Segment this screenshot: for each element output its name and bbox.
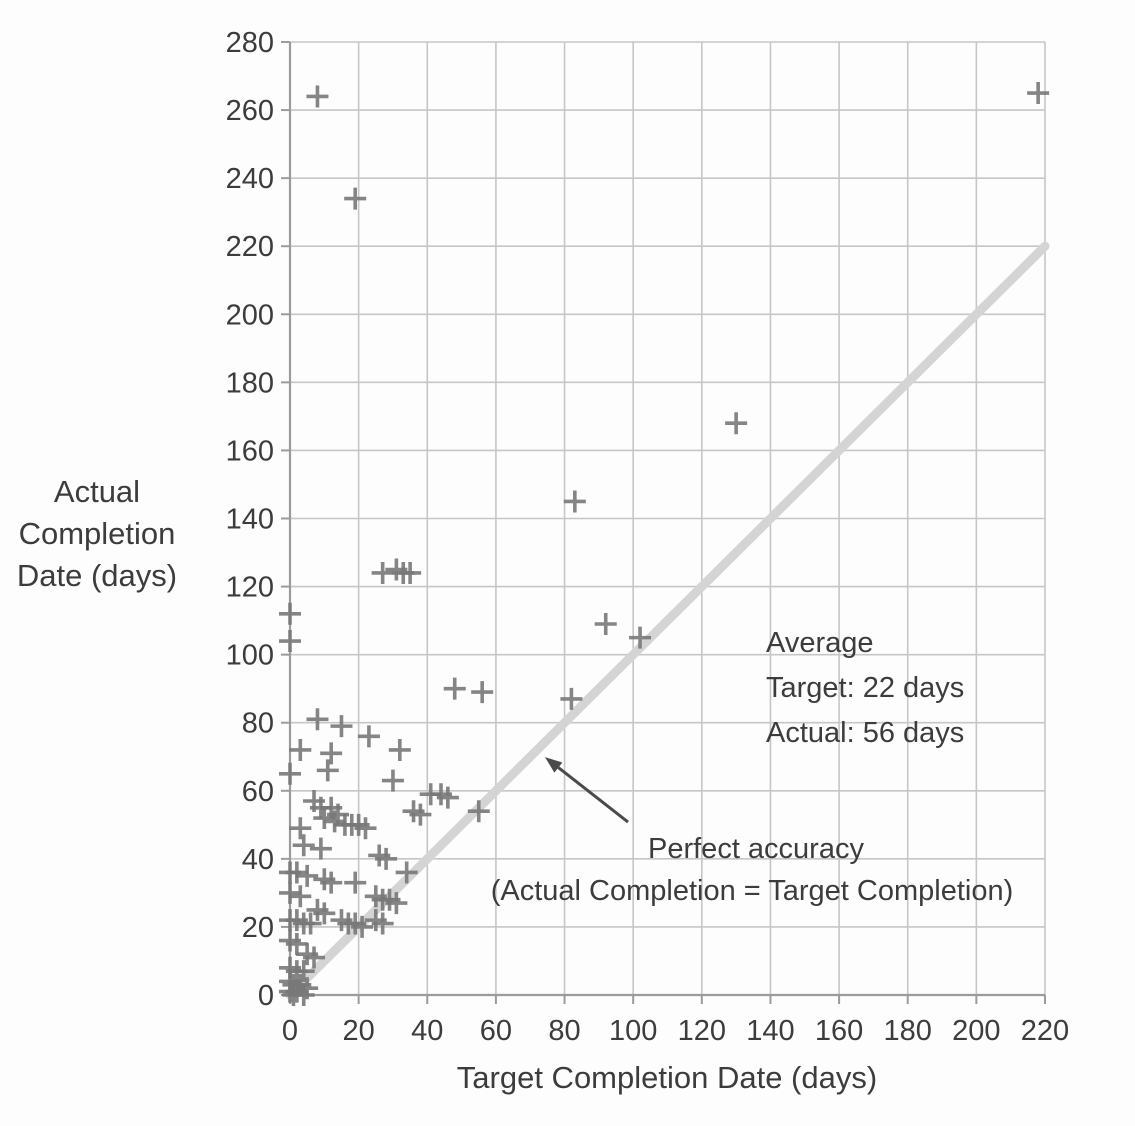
y-axis-label-line2: Completion [19,516,176,551]
x-tick-label: 40 [411,1015,443,1047]
scatter-point [1027,82,1050,105]
y-tick-label: 260 [226,95,274,127]
scatter-point [285,932,308,955]
scatter-point [292,834,315,857]
scatter-point [344,871,367,894]
scatter-point [409,803,432,826]
x-tick-label: 140 [746,1015,794,1047]
scatter-point [399,561,422,584]
scatter-point [594,613,617,636]
scatter-point [289,738,312,761]
scatter-point [296,864,319,887]
scatter-point [725,412,748,435]
annotation-arrowhead [544,757,563,773]
y-axis-label-line3: Date (days) [17,558,177,593]
scatter-point [471,681,494,704]
scatter-point [289,885,312,908]
scatter-point [563,490,586,513]
scatter-point [371,561,394,584]
scatter-point [354,817,377,840]
y-tick-label: 60 [242,776,274,808]
scatter-point [320,742,343,765]
identity-line-layer [285,241,1050,1000]
scatter-points-layer [279,82,1050,1006]
scatter-point [443,677,466,700]
tick-label-layer: 0 20 40 60 80 100 120 140 160 180 200 220 0 20 40 60 80 1… [226,27,1070,1047]
scatter-point [629,626,652,649]
x-tick-label: 80 [548,1015,580,1047]
average-annotation-target: Target: 22 days [766,672,964,704]
y-tick-label: 220 [226,231,274,263]
y-tick-label: 20 [242,912,274,944]
scatter-point [279,602,301,625]
scatter-point [316,759,339,782]
annotation-arrow-layer [544,757,629,824]
scatter-point [292,984,315,1006]
scatter-point [306,85,329,108]
scatter-point [313,807,336,830]
scatter-point [560,687,583,710]
scatter-point [351,915,374,938]
scatter-point [292,960,315,983]
scatter-point [323,810,346,833]
x-tick-label: 120 [678,1015,726,1047]
scatter-point [388,738,411,761]
scatter-point [303,946,326,969]
x-tick-label: 160 [815,1015,863,1047]
scatter-point [313,902,336,925]
x-tick-label: 60 [480,1015,512,1047]
y-axis-label-line1: Actual [54,474,140,509]
average-annotation-actual: Actual: 56 days [766,717,964,749]
x-tick-label: 180 [884,1015,932,1047]
x-tick-label: 20 [343,1015,375,1047]
x-tick-label: 100 [609,1015,657,1047]
x-axis-label: Target Completion Date (days) [457,1060,877,1095]
scatter-point [344,187,367,210]
y-tick-label: 180 [226,367,274,399]
perfect-accuracy-label: Perfect accuracy [648,833,864,865]
y-tick-label: 140 [226,504,274,536]
y-tick-label: 40 [242,844,274,876]
x-tick-label: 200 [952,1015,1000,1047]
scatter-point [320,871,343,894]
y-tick-label: 80 [242,708,274,740]
scatter-point [330,715,353,738]
scatter-point [375,847,398,870]
y-tick-label: 0 [258,980,274,1012]
annotation-arrow-shaft [557,766,629,824]
scatter-point [395,861,418,884]
average-annotation-title: Average [766,627,874,659]
scatter-point [279,881,301,904]
y-tick-label: 200 [226,299,274,331]
scatter-point [289,817,312,840]
scatter-point [306,708,329,731]
scatter-point [381,769,404,792]
scatter-point [385,892,408,915]
y-tick-label: 240 [226,163,274,195]
identity-line [285,241,1050,1000]
scatter-point [279,630,301,653]
perfect-accuracy-sublabel: (Actual Completion = Target Completion) [491,875,1014,907]
scatter-point [357,725,380,748]
y-tick-label: 160 [226,435,274,467]
scatter-point [436,786,459,809]
y-tick-label: 100 [226,640,274,672]
y-tick-label: 120 [226,572,274,604]
scatter-point [371,912,394,935]
scatter-point [467,800,490,823]
scatter-point [279,762,301,785]
x-tick-label: 0 [282,1015,298,1047]
scatter-point [299,912,322,935]
scatter-point [309,837,332,860]
y-tick-label: 280 [226,27,274,59]
x-tick-label: 220 [1021,1015,1069,1047]
axis-layer [281,41,1046,1004]
scatter-point [285,861,308,884]
